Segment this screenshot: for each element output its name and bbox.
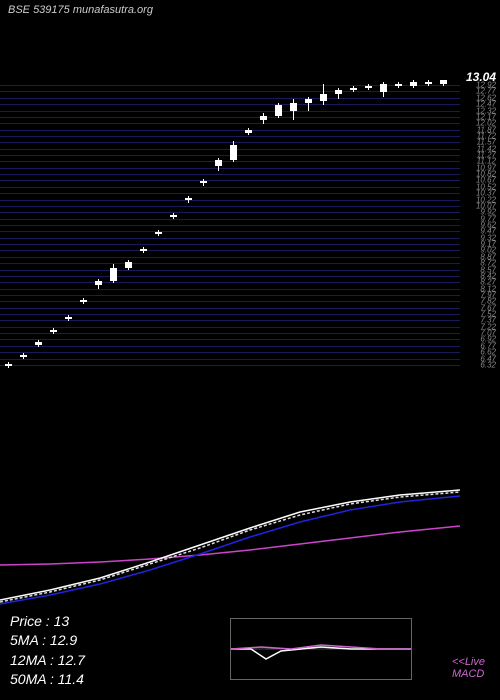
price-stat: Price : 13 [10,612,85,632]
macd-label: <<Live MACD [452,656,485,680]
stats-panel: Price : 13 5MA : 12.9 12MA : 12.7 50MA :… [10,612,85,690]
ma12-stat: 12MA : 12.7 [10,651,85,671]
moving-average-chart [0,470,460,620]
source-label: munafasutra.org [73,4,153,16]
symbol-label: BSE 539175 [8,4,70,16]
ma50-stat: 50MA : 11.4 [10,670,85,690]
ma5-stat: 5MA : 12.9 [10,631,85,651]
macd-text: MACD [452,668,484,680]
macd-inset [230,618,412,680]
chart-header: BSE 539175 munafasutra.org [8,4,153,16]
candlestick-chart [0,80,460,370]
macd-live-text: <<Live [452,656,485,668]
